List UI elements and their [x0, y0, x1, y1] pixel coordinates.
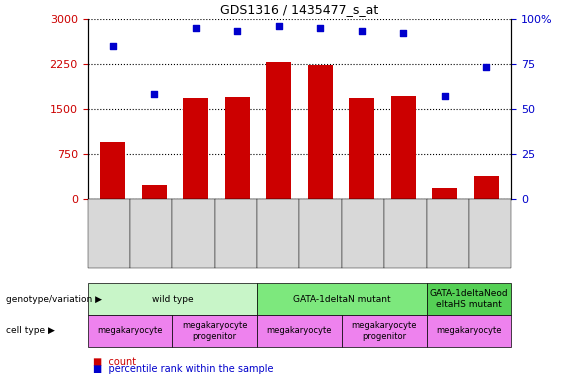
- Text: megakaryocyte
progenitor: megakaryocyte progenitor: [182, 321, 247, 340]
- Bar: [266, 62, 291, 199]
- Text: GATA-1deltaN mutant: GATA-1deltaN mutant: [293, 295, 390, 304]
- Text: GATA-1deltaNeod
eltaHS mutant: GATA-1deltaNeod eltaHS mutant: [429, 290, 508, 309]
- Bar: [349, 98, 374, 199]
- Bar: [474, 176, 499, 199]
- Bar: [308, 65, 333, 199]
- Bar: [225, 97, 250, 199]
- Point: [482, 64, 491, 70]
- Text: wild type: wild type: [151, 295, 193, 304]
- Point: [440, 93, 449, 99]
- Bar: [391, 96, 416, 199]
- Text: genotype/variation ▶: genotype/variation ▶: [6, 295, 102, 304]
- Point: [274, 23, 283, 29]
- Point: [191, 25, 200, 31]
- Text: megakaryocyte: megakaryocyte: [97, 326, 163, 335]
- Bar: [142, 185, 167, 199]
- Text: megakaryocyte: megakaryocyte: [436, 326, 502, 335]
- Text: ■  percentile rank within the sample: ■ percentile rank within the sample: [93, 364, 273, 374]
- Point: [150, 92, 159, 98]
- Text: megakaryocyte
progenitor: megakaryocyte progenitor: [351, 321, 417, 340]
- Text: cell type ▶: cell type ▶: [6, 326, 55, 335]
- Point: [233, 28, 242, 34]
- Text: ■  count: ■ count: [93, 357, 136, 367]
- Text: megakaryocyte: megakaryocyte: [267, 326, 332, 335]
- Bar: [432, 188, 457, 199]
- Bar: [183, 98, 208, 199]
- Point: [108, 43, 117, 49]
- Bar: [100, 142, 125, 199]
- Title: GDS1316 / 1435477_s_at: GDS1316 / 1435477_s_at: [220, 3, 379, 16]
- Point: [399, 30, 408, 36]
- Point: [316, 25, 325, 31]
- Point: [357, 28, 366, 34]
